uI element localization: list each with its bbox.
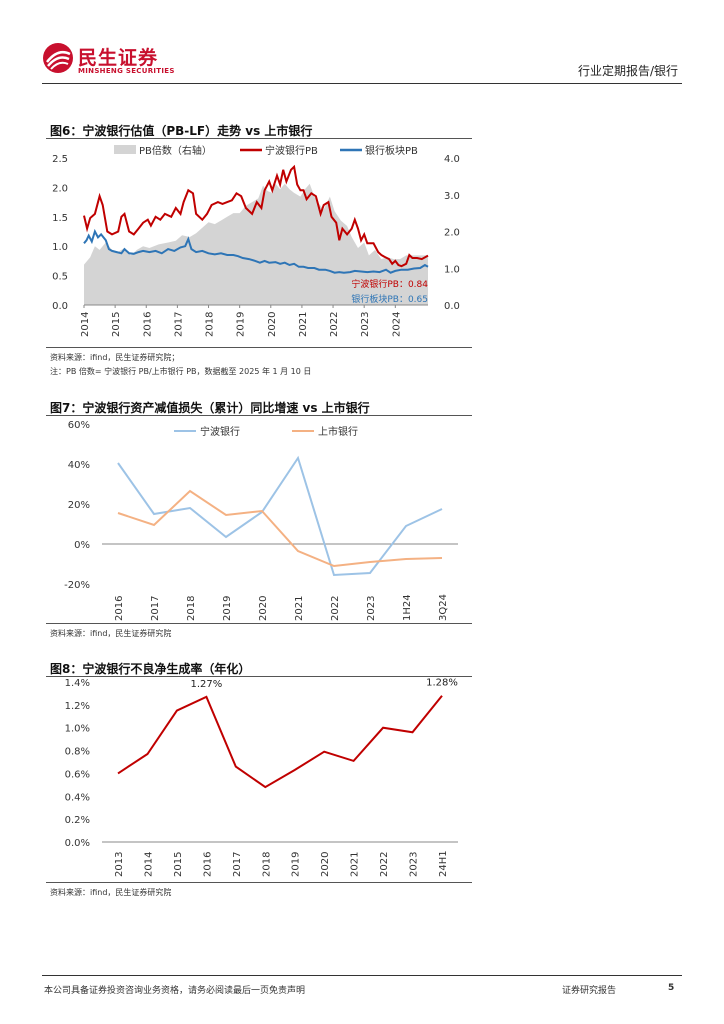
data-label: 1.27% — [190, 679, 222, 690]
x-tick-label: 2020 — [258, 596, 269, 621]
x-tick-label: 2022 — [329, 312, 340, 337]
x-tick-label: 2017 — [232, 852, 243, 877]
x-tick-label: 2015 — [173, 852, 184, 877]
page-number: 5 — [668, 983, 675, 993]
y-tick-label: 60% — [68, 420, 90, 431]
data-label: 1.28% — [426, 678, 458, 689]
x-tick-label: 2019 — [222, 596, 233, 621]
y-right-tick-label: 4.0 — [444, 154, 460, 165]
y-left-tick-label: 0.0 — [52, 301, 68, 312]
x-tick-label: 2014 — [80, 312, 91, 337]
x-tick-label: 2016 — [142, 312, 153, 337]
listed-banks-line — [117, 489, 443, 568]
brand-name-en: MINSHENG SECURITIES — [78, 67, 175, 75]
figure6-chart: 0.0 0.5 1.0 1.5 2.0 2.5 0.0 1.0 2.0 3.0 4.0 2014 201… — [52, 144, 460, 337]
y-left-tick-label: 2.5 — [52, 154, 68, 165]
x-tick-label: 2019 — [236, 312, 247, 337]
company-logo — [42, 42, 74, 74]
y-left-tick-label: 2.0 — [52, 183, 68, 194]
x-tick-label: 2023 — [360, 312, 371, 337]
x-tick-label: 2013 — [114, 852, 125, 877]
figure8-chart: 1.4% 1.2% 1.0% 0.8% 0.6% 0.4% 0.2% 0.0% 2013 2014… — [65, 678, 458, 877]
header-rule — [42, 83, 682, 84]
x-tick-label: 2014 — [143, 852, 154, 877]
figure6-source: 资料来源：ifind，民生证券研究院； — [50, 353, 180, 362]
figure6-note: 注：PB 倍数= 宁波银行 PB/上市银行 PB，数据截至 2025 年 1 月… — [50, 367, 312, 376]
y-tick-label: 0.8% — [65, 747, 90, 758]
x-tick-label: 2021 — [294, 596, 305, 621]
x-tick-label: 1H24 — [402, 594, 413, 621]
y-tick-label: 40% — [68, 460, 90, 471]
footer-disclaimer: 本公司具备证券投资咨询业务资格，请务必阅读最后一页免责声明 — [44, 986, 306, 996]
report-category: 行业定期报告/银行 — [577, 64, 678, 78]
y-tick-label: 0% — [74, 540, 90, 551]
x-tick-label: 3Q24 — [438, 594, 449, 621]
y-right-tick-label: 0.0 — [444, 301, 460, 312]
x-tick-label: 2023 — [409, 852, 420, 877]
y-left-tick-label: 0.5 — [52, 272, 68, 283]
ningbo-pb-annotation: 宁波银行PB：0.84 — [351, 278, 428, 290]
ningbo-line — [117, 455, 443, 577]
x-tick-label: 2022 — [379, 852, 390, 877]
figure8-bottom-rule — [46, 882, 472, 883]
x-tick-label: 24H1 — [438, 850, 449, 877]
legend-swatch-area — [114, 145, 136, 154]
y-left-tick-label: 1.5 — [52, 213, 68, 224]
x-tick-label: 2018 — [261, 852, 272, 877]
x-tick-label: 2016 — [114, 596, 125, 621]
figure7-bottom-rule — [46, 623, 472, 624]
logo-mark-icon — [43, 43, 73, 73]
legend-label: 银行板块PB — [365, 144, 418, 157]
x-tick-label: 2017 — [173, 312, 184, 337]
sector-pb-annotation: 银行板块PB：0.65 — [351, 293, 428, 305]
figure8-title: 图8：宁波银行不良净生成率（年化） — [50, 662, 251, 676]
y-tick-label: 0.6% — [65, 769, 90, 780]
x-tick-label: 2015 — [111, 312, 122, 337]
figure6-title-rule — [46, 138, 472, 139]
y-tick-label: 20% — [68, 500, 90, 511]
y-tick-label: 0.2% — [65, 815, 90, 826]
footer-report-type: 证券研究报告 — [562, 986, 617, 996]
x-tick-label: 2019 — [291, 852, 302, 877]
y-tick-label: 0.4% — [65, 792, 90, 803]
npl-generation-line — [117, 695, 443, 789]
figure6-bottom-rule — [46, 347, 472, 348]
brand-name: 民生证券 — [78, 47, 159, 69]
y-right-tick-label: 2.0 — [444, 228, 460, 239]
y-right-tick-label: 1.0 — [444, 264, 460, 275]
legend-label: 宁波银行 — [200, 425, 240, 438]
legend-label: PB倍数（右轴） — [139, 144, 212, 157]
x-tick-label: 2023 — [366, 596, 377, 621]
footer-rule — [42, 975, 682, 976]
x-tick-label: 2022 — [330, 596, 341, 621]
ningbo-pb-line — [83, 164, 429, 268]
figure7-source: 资料来源：ifind，民生证券研究院 — [50, 629, 172, 638]
legend-label: 上市银行 — [318, 425, 358, 438]
figure7-chart: 60% 40% 20% 0% -20% 2016 2017 2018 2019 2020 2021 2… — [64, 420, 458, 621]
x-tick-label: 2020 — [320, 852, 331, 877]
sector-pb-line — [83, 228, 429, 274]
x-tick-label: 2021 — [350, 852, 361, 877]
x-tick-label: 2020 — [267, 312, 278, 337]
legend-label: 宁波银行PB — [265, 144, 318, 157]
x-tick-label: 2018 — [205, 312, 216, 337]
y-tick-label: -20% — [64, 580, 90, 591]
figure6-title: 图6：宁波银行估值（PB-LF）走势 vs 上市银行 — [50, 124, 313, 138]
x-tick-label: 2017 — [150, 596, 161, 621]
x-tick-label: 2016 — [202, 852, 213, 877]
figure8-source: 资料来源：ifind，民生证券研究院 — [50, 888, 172, 897]
y-right-tick-label: 3.0 — [444, 191, 460, 202]
x-tick-label: 2021 — [298, 312, 309, 337]
y-left-tick-label: 1.0 — [52, 242, 68, 253]
x-tick-label: 2024 — [391, 312, 402, 337]
y-tick-label: 1.4% — [65, 678, 90, 689]
y-tick-label: 1.0% — [65, 724, 90, 735]
y-tick-label: 1.2% — [65, 701, 90, 712]
figure7-title-rule — [46, 415, 472, 416]
pb-multiple-area — [84, 183, 428, 305]
figure7-title: 图7：宁波银行资产减值损失（累计）同比增速 vs 上市银行 — [50, 401, 370, 415]
figure8-title-rule — [46, 676, 472, 677]
x-tick-label: 2018 — [186, 596, 197, 621]
y-tick-label: 0.0% — [65, 838, 90, 849]
